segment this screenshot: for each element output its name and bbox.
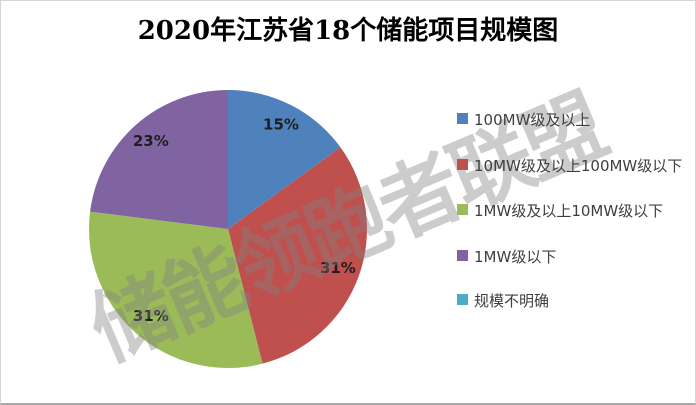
data-label: 31% [320,259,356,277]
legend-label: 1MW级以下 [474,248,557,266]
pie-slice [89,211,263,368]
legend-item: 1MW级及以上10MW级以下 [457,202,691,221]
legend-color-swatch [457,250,468,261]
legend-label: 10MW级及以上100MW级以下 [474,157,683,175]
legend-label: 100MW级及以上 [474,111,591,129]
legend-label: 规模不明确 [474,292,550,310]
legend-color-swatch [457,159,468,170]
legend-item: 100MW级及以上 [457,111,691,130]
legend-item: 1MW级以下 [457,248,691,267]
data-label: 31% [133,307,169,325]
pie-slice [228,147,367,364]
legend-color-swatch [457,204,468,215]
legend: 100MW级及以上 10MW级及以上100MW级以下 1MW级及以上10MW级以下 1… [457,111,691,346]
legend-item: 10MW级及以上100MW级以下 [457,157,691,176]
pie-slice [228,90,341,229]
chart-title: 2020年江苏省18个储能项目规模图 [137,16,559,46]
pie-chart: 15% 31% 31% 23% [89,90,367,368]
legend-item: 规模不明确 [457,292,691,311]
legend-label: 1MW级及以上10MW级以下 [474,202,664,220]
pie-slice [90,90,228,229]
data-label: 15% [263,116,299,134]
legend-color-swatch [457,113,468,124]
legend-color-swatch [457,294,468,305]
data-label: 23% [133,132,169,150]
